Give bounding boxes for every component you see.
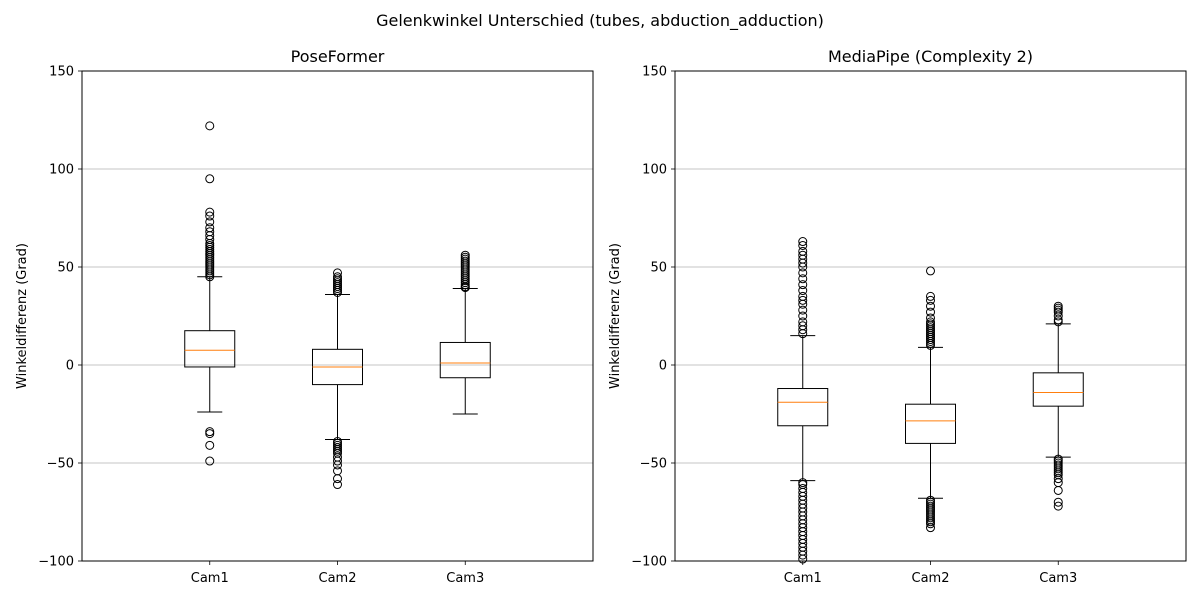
outlier-point bbox=[333, 436, 342, 446]
outlier-point bbox=[798, 305, 808, 315]
outlier-point bbox=[798, 246, 808, 256]
subplot-1: −100 −50 0 50 100 150 Cam1 Cam2 Cam3 PoseFormer Wi… bbox=[15, 47, 594, 586]
outlier-point bbox=[333, 466, 342, 476]
outlier-point bbox=[798, 280, 808, 290]
box-cam2 bbox=[905, 266, 956, 533]
outlier-point bbox=[333, 474, 342, 484]
outlier-point bbox=[926, 301, 935, 311]
outlier-point bbox=[205, 211, 215, 221]
outlier-point bbox=[798, 274, 808, 284]
outlier-point bbox=[333, 268, 342, 278]
y-tick-label: 150 bbox=[49, 65, 74, 80]
outlier-point bbox=[926, 307, 935, 317]
outlier-point bbox=[205, 121, 215, 131]
y-tick-label: 50 bbox=[57, 261, 74, 276]
outlier-point bbox=[1053, 485, 1063, 495]
box-iqr bbox=[905, 403, 956, 444]
outlier-point bbox=[205, 427, 215, 437]
outlier-point bbox=[205, 456, 215, 466]
x-tick-label: Cam2 bbox=[319, 571, 357, 586]
box-cam1 bbox=[184, 121, 236, 466]
box-iqr bbox=[1032, 372, 1084, 407]
outlier-point bbox=[798, 321, 808, 331]
x-tick-label: Cam1 bbox=[191, 571, 229, 586]
box-cam2 bbox=[312, 268, 363, 490]
outlier-point bbox=[205, 227, 215, 237]
outlier-point bbox=[798, 291, 808, 301]
box-cam3 bbox=[439, 250, 491, 415]
box-iqr bbox=[184, 330, 236, 368]
outlier-point bbox=[205, 207, 215, 217]
outlier-point bbox=[205, 217, 215, 227]
y-tick-label: 0 bbox=[66, 359, 74, 374]
box-iqr bbox=[777, 388, 829, 427]
outlier-point bbox=[333, 480, 342, 490]
box-cam3 bbox=[1032, 301, 1084, 511]
figure-suptitle: Gelenkwinkel Unterschied (tubes, abducti… bbox=[376, 11, 824, 31]
outlier-point bbox=[205, 223, 215, 233]
outlier-point bbox=[926, 295, 935, 305]
outlier-point bbox=[1053, 501, 1063, 511]
box-iqr bbox=[439, 341, 491, 379]
outlier-point bbox=[1053, 454, 1063, 464]
outlier-point bbox=[926, 495, 935, 505]
outlier-point bbox=[205, 429, 215, 439]
axes-frame bbox=[81, 70, 594, 562]
axes-frame bbox=[674, 70, 1187, 562]
outlier-point bbox=[798, 311, 808, 321]
outlier-point bbox=[798, 317, 808, 327]
y-tick-label: −50 bbox=[640, 457, 667, 472]
y-tick-label: 100 bbox=[642, 163, 667, 178]
subplot-2: −100 −50 0 50 100 150 Cam1 Cam2 Cam3 MediaPipe (C… bbox=[608, 47, 1187, 586]
outlier-point bbox=[1053, 301, 1063, 311]
x-tick-label: Cam2 bbox=[912, 571, 950, 586]
outlier-point bbox=[926, 317, 935, 327]
subplot-title: MediaPipe (Complexity 2) bbox=[828, 47, 1033, 66]
y-tick-label: 0 bbox=[659, 359, 667, 374]
outlier-point bbox=[798, 237, 808, 247]
y-axis-label: Winkeldifferenz (Grad) bbox=[608, 243, 623, 389]
subplot-title: PoseFormer bbox=[291, 47, 385, 66]
x-tick-label: Cam3 bbox=[446, 571, 484, 586]
outlier-point bbox=[798, 286, 808, 296]
outlier-point bbox=[798, 250, 808, 260]
y-tick-label: −100 bbox=[631, 555, 667, 570]
y-tick-label: 100 bbox=[49, 163, 74, 178]
outlier-point bbox=[798, 478, 808, 488]
y-axis-label: Winkeldifferenz (Grad) bbox=[15, 243, 30, 389]
outlier-point bbox=[333, 272, 342, 282]
box-cam1 bbox=[777, 237, 829, 564]
y-tick-label: −100 bbox=[38, 555, 74, 570]
x-tick-label: Cam3 bbox=[1039, 571, 1077, 586]
outlier-point bbox=[926, 266, 935, 276]
outlier-point bbox=[798, 240, 808, 250]
outlier-point bbox=[798, 295, 808, 305]
outlier-point bbox=[1053, 497, 1063, 507]
outlier-point bbox=[205, 440, 215, 450]
outlier-point bbox=[798, 483, 808, 493]
outlier-point bbox=[926, 291, 935, 301]
outlier-point bbox=[205, 174, 215, 184]
x-tick-label: Cam1 bbox=[784, 571, 822, 586]
y-tick-label: 50 bbox=[650, 261, 667, 276]
y-tick-label: 150 bbox=[642, 65, 667, 80]
outlier-point bbox=[798, 268, 808, 278]
outlier-point bbox=[926, 313, 935, 323]
outlier-point bbox=[460, 250, 470, 260]
y-tick-label: −50 bbox=[47, 457, 74, 472]
